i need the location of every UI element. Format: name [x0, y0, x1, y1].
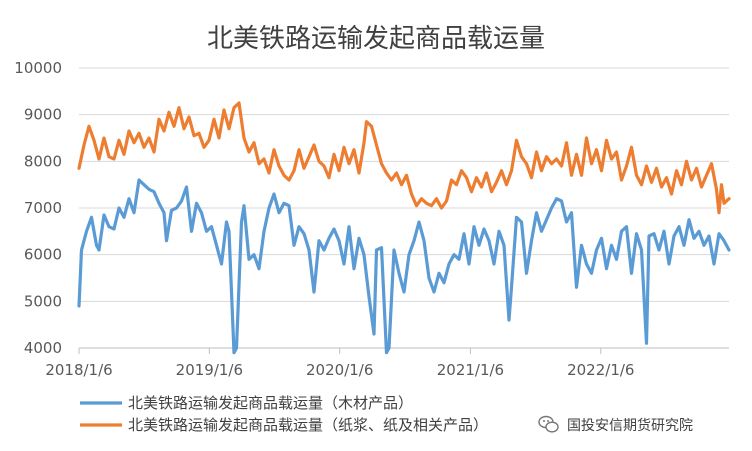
- x-tick-label: 2018/1/6: [45, 361, 112, 379]
- x-tick-label: 2022/1/6: [567, 361, 634, 379]
- y-axis: 10000 9000 8000 7000 6000 5000 4000: [14, 59, 62, 357]
- y-tick-label: 7000: [24, 199, 62, 217]
- x-tick-label: 2019/1/6: [176, 361, 243, 379]
- y-tick-label: 9000: [24, 106, 62, 124]
- y-tick-label: 8000: [24, 152, 62, 170]
- y-tick-label: 5000: [24, 292, 62, 310]
- plot-lines: [77, 101, 731, 355]
- x-tick-label: 2020/1/6: [306, 361, 373, 379]
- watermark: 国投安信期货研究院: [538, 415, 693, 434]
- x-tick-label: 2021/1/6: [437, 361, 504, 379]
- series-line-0: [77, 178, 731, 355]
- legend-label-1: 北美铁路运输发起商品载运量（纸浆、纸及相关产品）: [128, 416, 488, 434]
- legend-label-0: 北美铁路运输发起商品载运量（木材产品）: [128, 394, 413, 412]
- legend: 北美铁路运输发起商品载运量（木材产品） 北美铁路运输发起商品载运量（纸浆、纸及相关…: [80, 394, 488, 434]
- chart-title: 北美铁路运输发起商品载运量: [207, 24, 545, 54]
- wechat-icon: [538, 415, 559, 433]
- y-tick-label: 10000: [14, 59, 62, 77]
- y-tick-label: 6000: [24, 246, 62, 264]
- y-tick-label: 4000: [24, 339, 62, 357]
- x-axis: 2018/1/6 2019/1/6 2020/1/6 2021/1/6 2022/1/6: [45, 347, 729, 379]
- watermark-text: 国投安信期货研究院: [567, 417, 693, 434]
- series-line-1: [77, 101, 731, 215]
